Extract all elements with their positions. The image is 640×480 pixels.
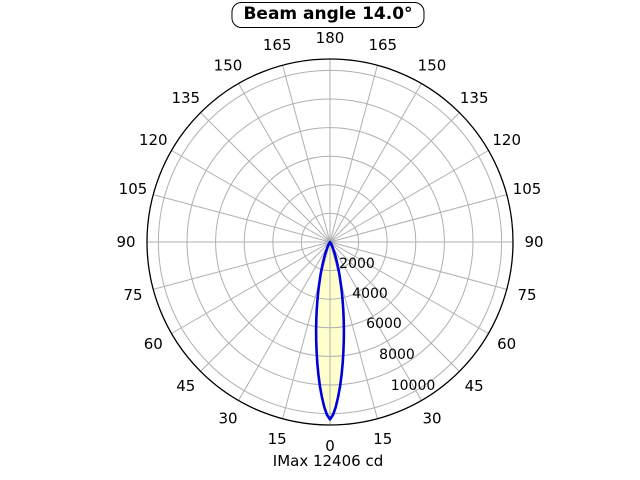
theta-tick-label: 180 — [316, 29, 345, 47]
theta-grid-spoke — [329, 241, 422, 401]
theta-tick-label: 105 — [513, 180, 542, 198]
chart-title: Beam angle 14.0° — [231, 2, 425, 28]
theta-tick-label: 75 — [517, 286, 536, 304]
theta-tick-label: 0 — [325, 437, 335, 455]
theta-tick-label: 45 — [176, 377, 195, 395]
r-tick-label: 8000 — [379, 347, 415, 363]
theta-tick-label: 120 — [492, 131, 521, 149]
theta-tick-label: 75 — [123, 286, 142, 304]
theta-grid-spoke — [329, 83, 422, 243]
theta-tick-label: 45 — [465, 377, 484, 395]
theta-grid-spoke — [329, 194, 507, 243]
theta-grid-spoke — [329, 150, 489, 243]
theta-grid-spoke — [200, 241, 331, 372]
theta-grid-spoke — [153, 241, 331, 290]
theta-tick-label: 105 — [119, 180, 148, 198]
theta-grid-spoke — [153, 194, 331, 243]
theta-grid-spoke — [329, 241, 489, 334]
theta-grid-spoke — [171, 150, 331, 243]
outer-circle — [146, 58, 514, 426]
theta-grid-spoke — [171, 241, 331, 334]
theta-grid-spoke — [329, 65, 378, 243]
theta-tick-label: 120 — [139, 131, 168, 149]
theta-tick-label: 135 — [460, 89, 489, 107]
theta-tick-label: 30 — [422, 410, 441, 428]
r-tick-label: 10000 — [391, 378, 436, 394]
theta-tick-label: 165 — [368, 36, 397, 54]
theta-grid-spoke — [238, 83, 331, 243]
r-tick-label: 2000 — [339, 256, 375, 272]
theta-tick-label: 135 — [171, 89, 200, 107]
theta-tick-label: 15 — [268, 430, 287, 448]
theta-tick-label: 150 — [418, 56, 447, 74]
theta-tick-label: 165 — [263, 36, 292, 54]
theta-tick-label: 90 — [524, 233, 543, 251]
r-tick-label: 4000 — [352, 286, 388, 302]
theta-grid-spoke — [329, 241, 507, 290]
theta-tick-label: 90 — [116, 233, 135, 251]
r-tick-label: 6000 — [366, 316, 402, 332]
theta-grid-spoke — [329, 112, 460, 243]
theta-tick-label: 60 — [497, 335, 516, 353]
theta-grid-spoke — [238, 241, 331, 401]
imax-label: IMax 12406 cd — [272, 452, 384, 470]
theta-tick-label: 150 — [214, 56, 243, 74]
theta-grid-spoke — [200, 112, 331, 243]
theta-tick-label: 60 — [144, 335, 163, 353]
beam-lobe-outline — [314, 240, 346, 421]
theta-grid-spoke — [282, 65, 331, 243]
theta-tick-label: 15 — [373, 430, 392, 448]
theta-grid-spoke — [329, 241, 460, 372]
theta-tick-label: 30 — [218, 410, 237, 428]
